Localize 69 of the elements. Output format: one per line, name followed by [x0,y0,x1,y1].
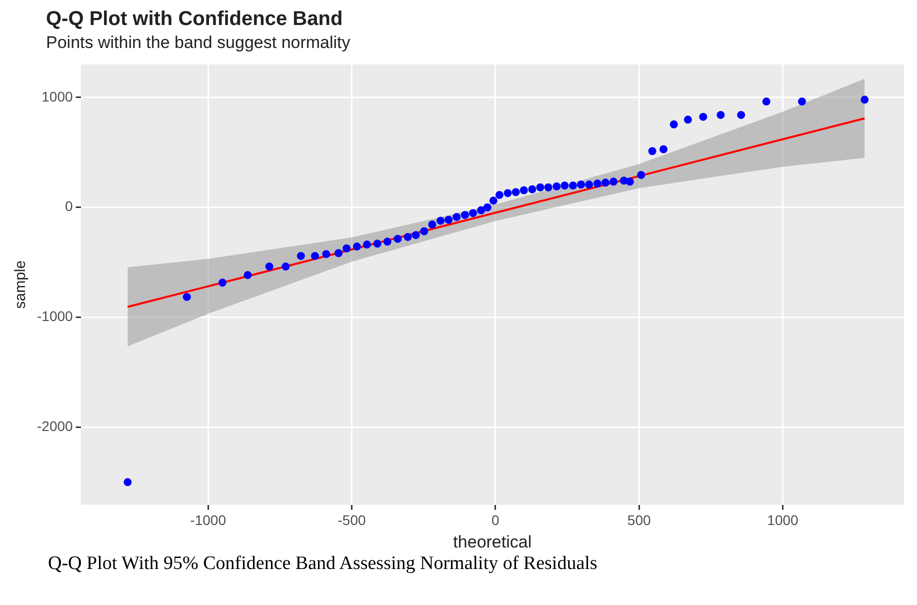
point [412,231,420,240]
point [552,182,561,190]
point [626,178,634,186]
point [436,216,445,225]
point [352,242,361,251]
chart-title: Q-Q Plot with Confidence Band [46,8,344,31]
y-tick-label: 0 [65,198,74,214]
point [544,183,552,192]
point [737,110,746,119]
point [610,178,618,186]
x-axis-title: theoretical [453,532,532,552]
point [282,262,290,271]
point [716,110,725,119]
point [577,180,586,189]
point [218,278,226,287]
point [124,478,132,486]
point [670,120,678,128]
point [244,271,252,280]
point [637,170,646,179]
point [404,232,412,241]
point [699,112,708,121]
point [477,206,486,214]
point [585,180,594,189]
point [362,240,371,249]
point [444,216,453,224]
text: Q-Q Plot With 95% Confidence Band Assessing Normality of Residuals [48,553,598,575]
point [296,252,305,260]
point [504,189,512,198]
point [593,180,602,188]
x-tick-label: -1000 [190,512,226,528]
point [528,185,536,194]
x-tick-label: -500 [338,512,366,528]
point [489,196,498,205]
point [310,252,319,260]
y-tick-label: -2000 [36,418,74,434]
point [569,182,577,190]
point [560,182,569,190]
point [798,98,806,106]
point [265,262,274,271]
point [322,250,330,258]
point [334,249,343,258]
point [648,147,656,156]
point [483,203,492,212]
point [394,234,402,243]
point [428,220,436,229]
point [383,238,392,246]
point [373,240,382,248]
point [495,190,504,199]
point [460,210,469,219]
x-tick-label: 500 [627,512,651,528]
y-tick-label: -1000 [36,308,74,324]
point [452,212,461,221]
y-tick-label: 1000 [42,88,74,104]
point [762,98,770,106]
y-axis-title: sample [12,260,30,309]
point [512,188,520,196]
point [601,178,610,187]
point [520,186,528,194]
point [182,292,191,301]
point [660,145,668,154]
x-tick-label: 0 [492,512,500,528]
x-tick-label: 1000 [767,512,799,528]
point [420,227,428,236]
point [860,96,869,104]
point [536,183,544,192]
point [469,209,478,218]
point [342,244,351,252]
point [684,116,692,124]
chart-subtitle: Points within the band suggest normality [46,33,352,53]
